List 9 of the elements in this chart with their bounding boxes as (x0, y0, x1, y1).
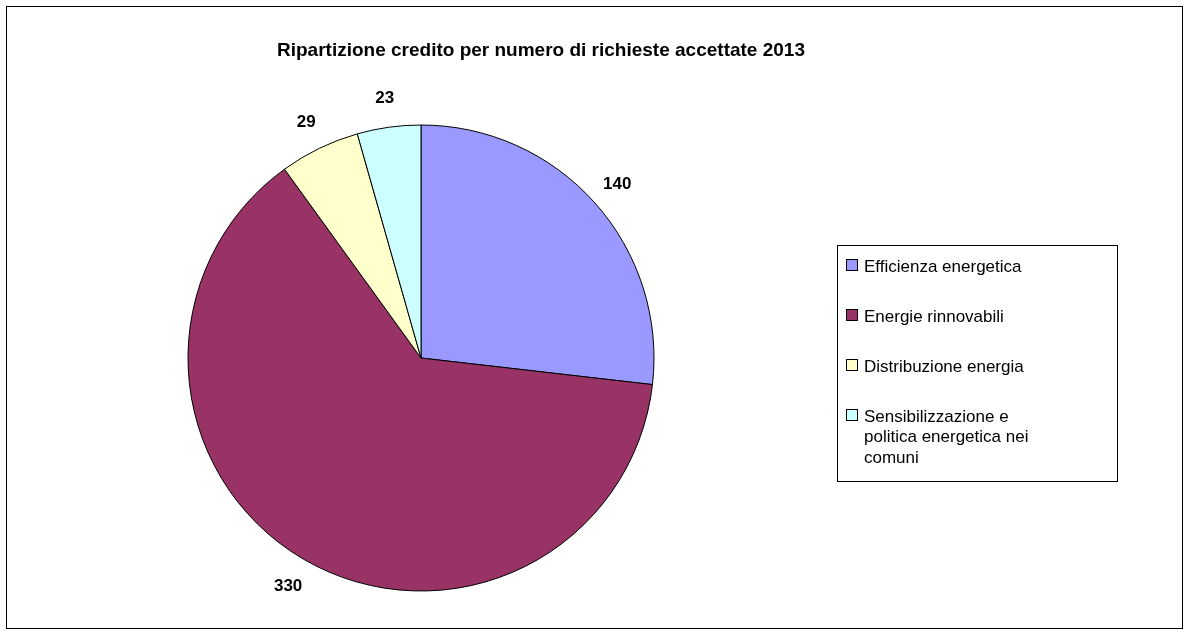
legend-label: Sensibilizzazione e politica energetica nei comuni (864, 406, 1029, 467)
data-label: 29 (296, 112, 316, 132)
legend-label: Energie rinnovabili (864, 306, 1004, 326)
data-label: 330 (273, 575, 303, 595)
data-label: 140 (603, 173, 632, 193)
data-label: 23 (375, 88, 395, 108)
chart-title: Ripartizione credito per numero di richieste accettate 2013 (277, 39, 805, 60)
legend-label: Efficienza energetica (864, 256, 1023, 276)
legend-label: Distribuzione energia (864, 356, 1025, 376)
